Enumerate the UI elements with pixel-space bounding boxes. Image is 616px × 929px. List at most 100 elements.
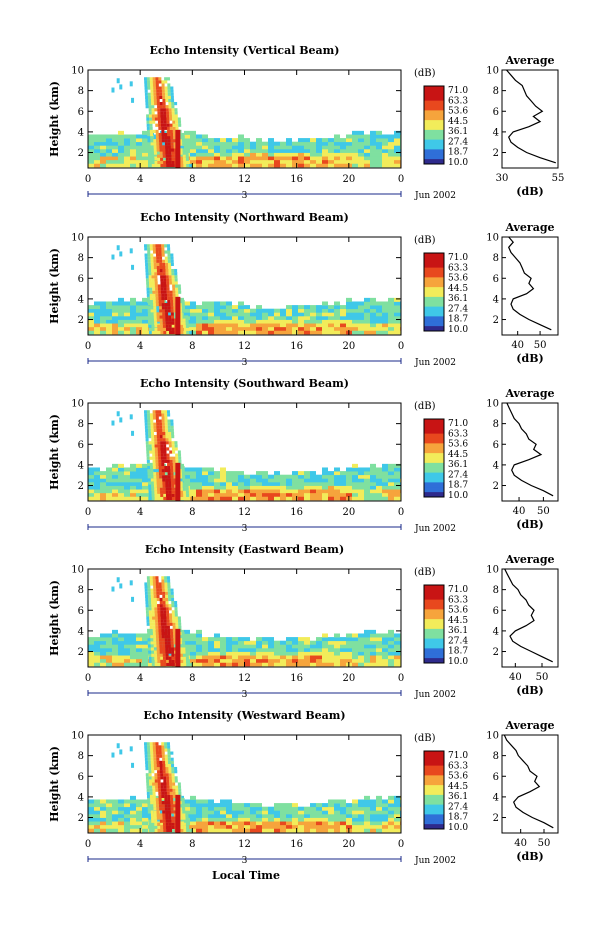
- heatmap-cell: [142, 799, 148, 804]
- heatmap-cell: [118, 813, 124, 818]
- heatmap-cell: [112, 315, 118, 320]
- heatmap-cell: [155, 123, 159, 127]
- heatmap-cell: [166, 312, 172, 317]
- heatmap-cell: [388, 813, 394, 818]
- heatmap-cell: [155, 579, 159, 583]
- colorbar-segment: [424, 134, 444, 141]
- heatmap-cell: [162, 145, 166, 149]
- heatmap-cell: [394, 485, 400, 490]
- heatmap-cell: [151, 825, 155, 829]
- heatmap-cell: [262, 489, 268, 494]
- heatmap-cell: [88, 315, 94, 320]
- heatmap-cell: [268, 824, 274, 829]
- heatmap-cell: [148, 481, 152, 485]
- heatmap-cell: [171, 597, 175, 602]
- heatmap-cell: [394, 489, 400, 494]
- heatmap-cell: [226, 301, 232, 306]
- heatmap-cell: [147, 92, 151, 96]
- heatmap-cell: [168, 825, 172, 829]
- heatmap-cell: [156, 422, 160, 426]
- heatmap-cell: [214, 326, 220, 331]
- heatmap-cell: [286, 148, 292, 153]
- heatmap-cell: [118, 489, 124, 494]
- heatmap-cell: [155, 742, 159, 746]
- heatmap-cell: [304, 159, 310, 164]
- heatmap-cell: [175, 459, 179, 463]
- heatmap-cell: [292, 323, 298, 328]
- heatmap-cell: [160, 163, 164, 168]
- heatmap-cell: [130, 481, 136, 486]
- colorbar-tick-label: 63.3: [448, 263, 468, 273]
- heatmap-cell: [184, 312, 190, 317]
- heatmap-cell: [208, 481, 214, 486]
- heatmap-cell: [136, 658, 142, 663]
- heatmap-cell: [154, 156, 160, 161]
- heatmap-cell: [310, 803, 316, 808]
- heatmap-cell: [124, 633, 130, 638]
- colorbar-segment: [424, 301, 444, 308]
- heatmap-cell: [169, 828, 173, 833]
- heatmap-cell: [164, 807, 168, 811]
- heatmap-cell: [130, 138, 136, 143]
- heatmap-cell: [169, 129, 173, 134]
- heatmap-cell: [364, 629, 370, 634]
- heatmap-cell: [150, 631, 154, 636]
- heatmap-cell: [172, 462, 176, 467]
- heatmap-cell: [376, 662, 382, 667]
- profile-y-tick-label: 10: [486, 233, 499, 244]
- heatmap-cell: [304, 312, 310, 317]
- heatmap-cell: [160, 444, 164, 448]
- heatmap-cell: [146, 616, 150, 620]
- heatmap-cell: [155, 625, 159, 629]
- heatmap-cell: [322, 828, 328, 833]
- heatmap-cell: [152, 742, 156, 746]
- heatmap-cell: [183, 324, 187, 328]
- heatmap-cell: [106, 141, 112, 146]
- heatmap-cell: [304, 658, 310, 663]
- heatmap-cell: [352, 637, 358, 642]
- heatmap-cell: [165, 105, 169, 109]
- heatmap-cell: [147, 462, 151, 467]
- heatmap-cell: [94, 148, 100, 153]
- heatmap-cell: [167, 92, 171, 96]
- profile-y-tick-label: 8: [493, 419, 499, 430]
- heatmap-cell: [268, 485, 274, 490]
- heatmap-cell: [178, 456, 182, 460]
- heatmap-cell: [145, 444, 149, 448]
- heatmap-cell: [150, 754, 154, 758]
- heatmap-cell: [154, 656, 158, 660]
- heatmap-cell: [154, 114, 158, 118]
- heatmap-cell: [280, 485, 286, 490]
- heatmap-cell: [280, 824, 286, 829]
- heatmap-cell: [352, 813, 358, 818]
- heatmap-cell: [196, 633, 202, 638]
- heatmap-cell: [352, 647, 358, 652]
- heatmap-cell: [146, 791, 150, 795]
- colorbar-tick-label: 36.1: [448, 127, 468, 137]
- heatmap-cell: [163, 281, 167, 285]
- heatmap-cell: [148, 160, 152, 164]
- heatmap-cell: [164, 638, 168, 642]
- heatmap-cell: [190, 145, 196, 150]
- heatmap-cell: [220, 810, 226, 815]
- profile-y-tick-label: 2: [493, 813, 499, 824]
- heatmap-cell: [118, 803, 124, 808]
- colorbar-segment: [424, 780, 444, 786]
- heatmap-cell: [163, 447, 167, 451]
- heatmap-cell: [388, 308, 394, 313]
- heatmap-cell: [334, 312, 340, 317]
- heatmap-cell: [274, 644, 280, 649]
- heatmap-cell: [124, 817, 130, 822]
- heatmap-cell: [238, 658, 244, 663]
- heatmap-cell: [352, 134, 358, 139]
- heatmap-cell: [292, 806, 298, 811]
- heatmap-cell: [124, 485, 130, 490]
- heatmap-cell: [286, 326, 292, 331]
- heatmap-cell: [136, 323, 142, 328]
- heatmap-cell: [152, 77, 156, 81]
- heatmap-cell: [370, 308, 376, 313]
- x-tick-label: 20: [342, 174, 355, 185]
- heatmap-cell: [162, 315, 166, 319]
- heatmap-cell: [304, 496, 310, 501]
- heatmap-cell: [328, 496, 334, 501]
